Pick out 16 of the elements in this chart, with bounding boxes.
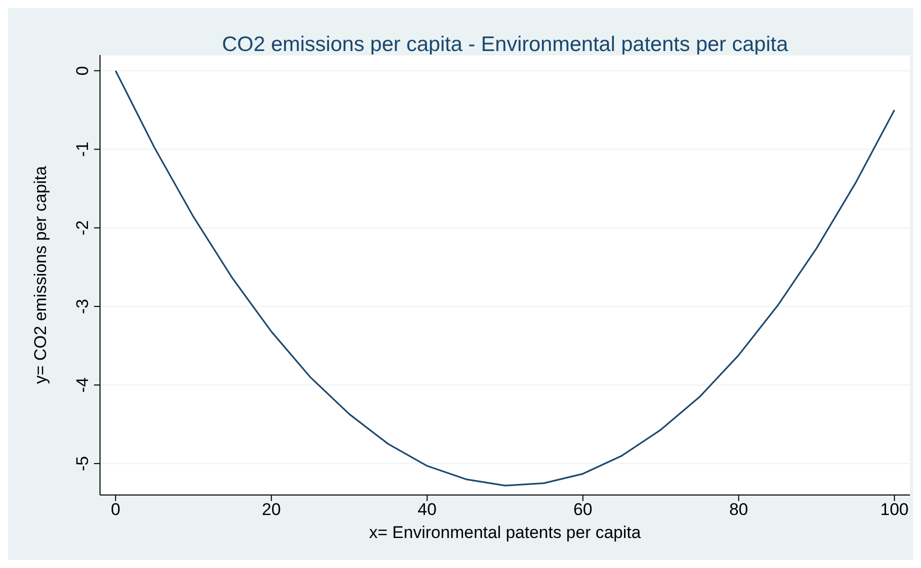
y-tick-label: -1 [73,142,92,157]
x-axis-title: x= Environmental patents per capita [369,523,642,542]
y-tick-label: 0 [73,66,92,76]
x-tick-label: 0 [110,500,120,520]
x-tick-label: 80 [729,500,748,520]
x-tick-label: 40 [418,500,437,520]
x-tick-label: 20 [262,500,281,520]
y-tick-label: -2 [73,220,92,236]
y-tick-label: -5 [73,456,92,472]
y-tick-label: -3 [73,298,92,314]
line-series [114,70,896,486]
y-axis-title: y= CO2 emissions per capita [31,166,50,384]
x-tick-label: 100 [880,500,909,520]
chart-title: CO2 emissions per capita - Environmental patents per capita [220,33,790,57]
y-tick-label: -4 [73,377,92,393]
x-tick-label: 60 [573,500,592,520]
